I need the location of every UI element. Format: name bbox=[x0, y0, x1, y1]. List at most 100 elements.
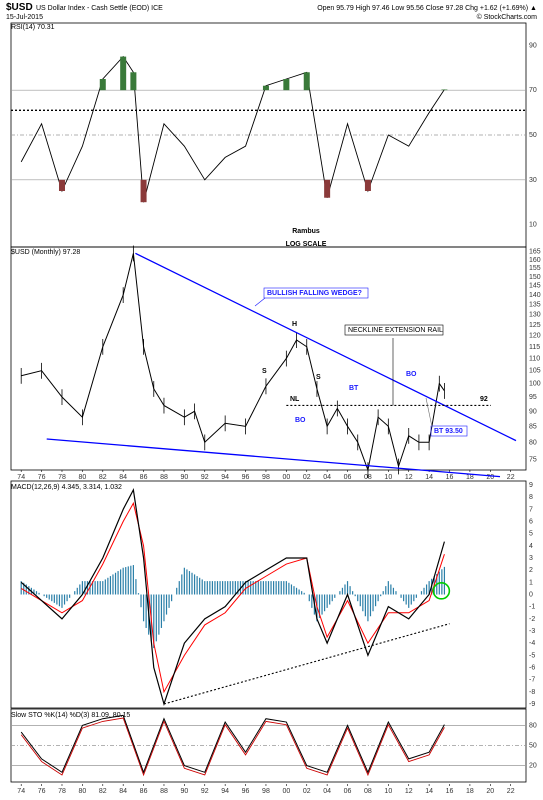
macd-histogram-bar bbox=[61, 594, 63, 608]
scale-note: LOG SCALE bbox=[286, 241, 327, 248]
macd-y-tick: 5 bbox=[529, 531, 533, 538]
macd-histogram-bar bbox=[354, 594, 356, 597]
macd-histogram-bar bbox=[178, 581, 180, 595]
macd-histogram-bar bbox=[120, 569, 122, 595]
macd-histogram-bar bbox=[171, 594, 173, 602]
macd-histogram-bar bbox=[104, 579, 106, 595]
macd-histogram-bar bbox=[132, 565, 134, 595]
macd-histogram-bar bbox=[158, 594, 160, 635]
macd-histogram-bar bbox=[163, 594, 165, 622]
macd-histogram-bar bbox=[420, 591, 423, 595]
x-axis-middle: 74 76 78 80 82 84 86 88 90 92 94 96 98 00 02 04 06 08 10 12… bbox=[17, 470, 515, 481]
macd-histogram-bar bbox=[28, 586, 30, 595]
x-tick-label: 10 bbox=[384, 474, 392, 481]
macd-histogram-bar bbox=[318, 594, 321, 618]
macd-histogram-bar bbox=[201, 579, 203, 595]
price-y-tick: 160 bbox=[529, 257, 541, 264]
macd-line bbox=[20, 487, 445, 707]
price-y-tick: 115 bbox=[529, 344, 540, 351]
rsi-oversold-fill bbox=[58, 179, 65, 191]
macd-histogram-bar bbox=[280, 581, 282, 595]
macd-histogram-bar bbox=[301, 591, 303, 595]
price-y-tick: 75 bbox=[529, 456, 537, 463]
x-tick-label: 16 bbox=[446, 788, 454, 795]
macd-histogram-bar bbox=[293, 586, 295, 595]
macd-histogram-bar bbox=[99, 581, 101, 595]
macd-histogram-bar bbox=[216, 581, 219, 595]
macd-histogram-bar bbox=[428, 581, 430, 595]
macd-histogram-bar bbox=[209, 581, 211, 595]
macd-histogram-bar bbox=[35, 591, 38, 595]
macd-histogram-bar bbox=[423, 587, 425, 595]
x-tick-label: 14 bbox=[425, 474, 433, 481]
macd-histogram-bar bbox=[224, 581, 226, 595]
price-y-tick: 110 bbox=[529, 355, 540, 362]
macd-histogram-bar bbox=[122, 567, 124, 595]
rsi-y-tick: 10 bbox=[529, 222, 537, 229]
macd-histogram-bar bbox=[56, 594, 58, 605]
macd-histogram-bar bbox=[272, 581, 275, 595]
macd-histogram-bar bbox=[135, 579, 137, 595]
symbol-description: US Dollar Index - Cash Settle (EOD) ICE bbox=[36, 5, 163, 12]
macd-histogram-bar bbox=[91, 581, 94, 595]
x-tick-label: 96 bbox=[242, 788, 250, 795]
neckline-label: NL bbox=[290, 396, 300, 403]
x-tick-label: 82 bbox=[99, 474, 107, 481]
x-tick-label: 02 bbox=[303, 788, 311, 795]
rsi-frame bbox=[10, 22, 527, 248]
macd-histogram-bar bbox=[20, 581, 22, 595]
x-tick-label: 20 bbox=[486, 474, 494, 481]
macd-trendline bbox=[163, 623, 450, 705]
macd-y-tick: -3 bbox=[529, 628, 535, 635]
sto-y-tick: 20 bbox=[529, 763, 537, 770]
macd-histogram-bar bbox=[323, 594, 326, 612]
macd-y-tick: -7 bbox=[529, 677, 535, 684]
rsi-y-tick: 70 bbox=[529, 87, 537, 94]
macd-histogram-bar bbox=[262, 581, 265, 595]
sto-y-tick: 50 bbox=[529, 743, 537, 750]
macd-histogram-bar bbox=[410, 594, 412, 605]
x-tick-label: 98 bbox=[262, 474, 270, 481]
macd-histogram-bar bbox=[229, 581, 231, 595]
rsi-overbought-fill bbox=[120, 56, 127, 91]
macd-histogram-bar bbox=[232, 581, 234, 595]
macd-histogram-bar bbox=[403, 594, 405, 602]
macd-histogram-bar bbox=[206, 581, 208, 595]
x-tick-label: 74 bbox=[17, 788, 25, 795]
macd-histogram-bar bbox=[127, 566, 129, 595]
macd-histogram-bar bbox=[339, 591, 341, 595]
x-tick-label: 10 bbox=[384, 788, 392, 795]
watermark: © StockCharts.com bbox=[477, 13, 538, 21]
x-tick-label: 90 bbox=[180, 788, 188, 795]
x-tick-label: 14 bbox=[425, 788, 433, 795]
author-label: Rambus bbox=[292, 228, 320, 235]
macd-y-tick: 8 bbox=[529, 494, 533, 501]
macd-histogram-bar bbox=[63, 594, 66, 605]
wedge-label-pointer bbox=[254, 297, 266, 307]
x-tick-label: 76 bbox=[38, 474, 46, 481]
macd-signal-line bbox=[20, 501, 445, 694]
macd-histogram-bar bbox=[81, 581, 83, 595]
macd-histogram-bar bbox=[341, 587, 344, 595]
macd-crossover-circle bbox=[432, 582, 451, 600]
wedge-lower-line bbox=[46, 438, 501, 478]
macd-histogram-bar bbox=[74, 591, 76, 595]
panel-frames bbox=[10, 22, 527, 783]
wedge-upper-line bbox=[135, 252, 517, 442]
macd-histogram-bar bbox=[377, 594, 379, 602]
macd-y-tick: 0 bbox=[529, 592, 533, 599]
macd-histogram-bar bbox=[408, 594, 410, 608]
rsi-overbought-fill bbox=[283, 79, 290, 91]
price-y-tick: 140 bbox=[529, 292, 541, 299]
x-tick-label: 12 bbox=[405, 788, 413, 795]
macd-y-tick: 2 bbox=[529, 567, 533, 574]
macd-histogram-bar bbox=[364, 594, 366, 617]
price-y-tick: 130 bbox=[529, 311, 541, 318]
bo-label-2: BO bbox=[406, 371, 417, 378]
rsi-oversold-fill bbox=[140, 179, 147, 203]
macd-histogram-bar bbox=[380, 594, 382, 597]
macd-histogram-bar bbox=[250, 581, 252, 595]
x-tick-label: 08 bbox=[364, 788, 372, 795]
macd-frame bbox=[10, 480, 527, 709]
